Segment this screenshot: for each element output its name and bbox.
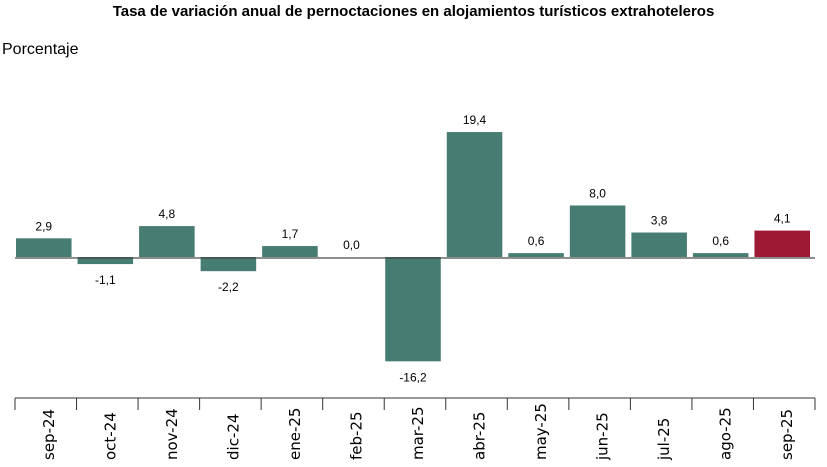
x-tick-label: oct-24	[101, 412, 119, 460]
x-tick-label: jun-25	[594, 412, 612, 461]
data-label: 4,8	[159, 207, 176, 221]
x-tick-label: dic-24	[224, 414, 242, 460]
bar	[385, 257, 441, 362]
data-label: 3,8	[651, 214, 668, 228]
x-tick-label: ago-25	[717, 407, 735, 460]
data-label: 19,4	[463, 113, 487, 127]
data-label: 0,0	[343, 238, 360, 252]
x-tick-label: nov-24	[163, 408, 181, 460]
bar	[77, 257, 134, 265]
data-label: 2,9	[35, 219, 52, 233]
x-tick-label: abr-25	[471, 412, 489, 460]
x-tick-label: sep-24	[40, 409, 58, 460]
data-label: 1,7	[282, 227, 299, 241]
y-axis-label: Porcentaje	[2, 41, 79, 58]
x-tick-label: sep-25	[778, 409, 796, 460]
bar	[754, 230, 810, 257]
x-tick-label: feb-25	[347, 411, 365, 460]
data-label: 4,1	[774, 212, 791, 226]
data-label: -16,2	[399, 370, 427, 384]
data-label: -2,2	[218, 280, 239, 294]
chart-title: Tasa de variación anual de pernoctacione…	[112, 3, 715, 20]
x-tick-label: ene-25	[286, 408, 304, 460]
bar	[508, 253, 564, 257]
bar	[16, 238, 72, 257]
data-label: 8,0	[589, 186, 606, 200]
data-label: 0,6	[528, 234, 545, 248]
bar	[262, 246, 318, 257]
x-tick-label: mar-25	[409, 406, 427, 460]
bar	[631, 232, 687, 257]
data-label: 0,6	[712, 234, 729, 248]
x-tick-label: jul-25	[655, 418, 673, 461]
bar	[692, 253, 749, 257]
bar	[446, 132, 503, 257]
bar	[569, 205, 626, 257]
data-label: -1,1	[95, 273, 116, 287]
bar	[200, 257, 257, 272]
bar	[139, 226, 195, 257]
x-tick-label: may-25	[532, 403, 550, 460]
